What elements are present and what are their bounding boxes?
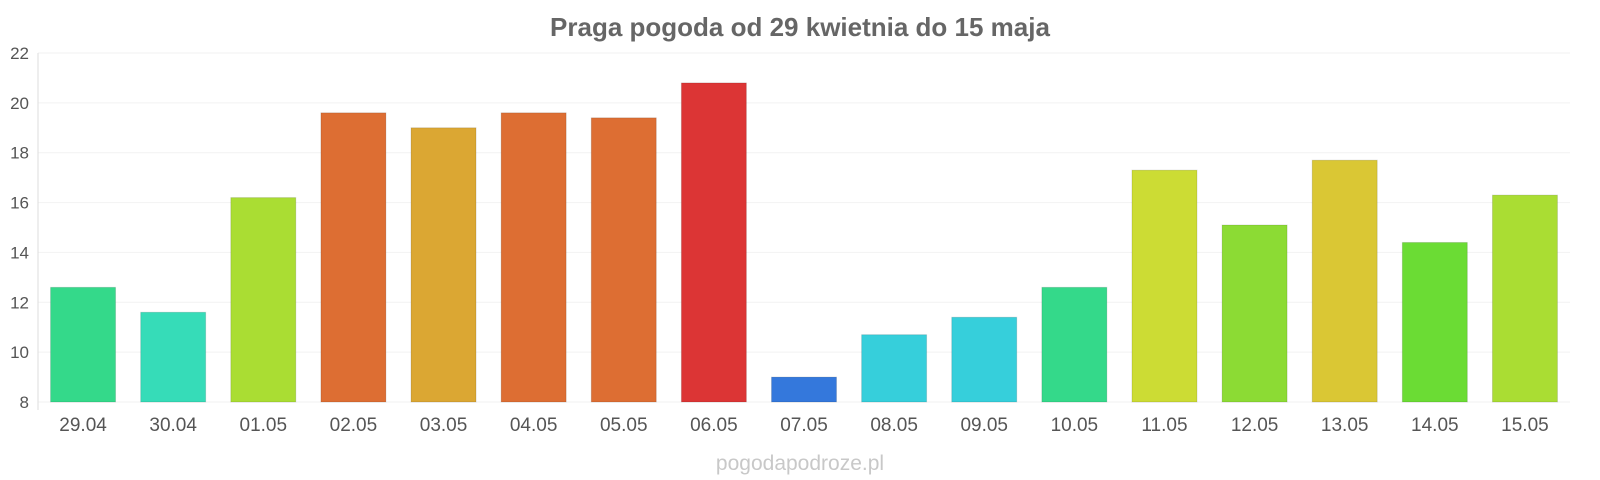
bar-11.05 [1131,169,1198,403]
bar-07.05 [771,376,837,403]
x-tick-label: 11.05 [1141,415,1187,436]
x-tick-label: 10.05 [1051,415,1099,436]
y-tick-label: 18 [10,144,29,163]
bar-05.05 [590,117,657,403]
y-tick-label: 20 [10,94,29,113]
x-tick-label: 03.05 [420,415,468,436]
x-tick-label: 30.04 [149,415,197,436]
bar-13.05 [1311,159,1378,403]
bar-04.05 [500,112,567,403]
x-tick-label: 12.05 [1231,415,1279,436]
watermark: pogodapodroze.pl [716,452,884,475]
y-axis-ticks: 8 10 12 14 16 18 20 22 [10,44,29,412]
x-tick-label: 07.05 [780,415,828,436]
bar-30.04 [140,311,207,403]
y-tick-label: 16 [10,194,29,213]
y-tick-label: 14 [10,243,29,262]
bar-14.05 [1401,241,1468,403]
x-tick-label: 02.05 [330,415,378,436]
bar-10.05 [1041,286,1108,403]
x-tick-label: 13.05 [1321,415,1369,436]
bar-09.05 [951,316,1018,403]
x-tick-label: 04.05 [510,415,558,436]
bar-03.05 [410,127,477,403]
y-tick-label: 8 [20,393,29,412]
x-axis-ticks: 29.04 30.04 01.05 02.05 03.05 04.05 05.05 06.05… [59,415,1548,436]
bar-12.05 [1221,224,1288,403]
x-tick-label: 05.05 [600,415,648,436]
bar-08.05 [861,334,928,403]
y-tick-label: 22 [10,44,29,63]
x-tick-label: 15.05 [1501,415,1549,436]
x-tick-label: 08.05 [870,415,918,436]
bar-06.05 [680,82,747,403]
bar-29.04 [50,286,117,403]
bar-01.05 [230,197,297,403]
bar-02.05 [320,112,387,403]
bar-15.05 [1491,194,1558,403]
chart-title: Praga pogoda od 29 kwietnia do 15 maja [550,12,1050,42]
bars [50,82,1558,403]
x-tick-label: 01.05 [240,415,288,436]
x-tick-label: 06.05 [690,415,738,436]
x-tick-label: 14.05 [1411,415,1459,436]
y-tick-label: 10 [10,343,29,362]
x-tick-label: 29.04 [59,415,107,436]
y-tick-label: 12 [10,293,29,312]
x-tick-label: 09.05 [960,415,1008,436]
